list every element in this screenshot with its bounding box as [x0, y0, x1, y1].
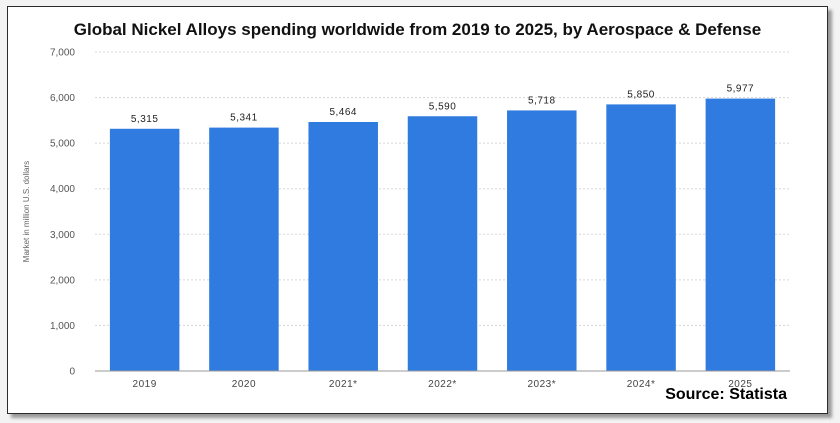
- x-tick-label: 2023*: [527, 379, 556, 390]
- bars: 5,315 5,341 5,464 5,590 5,718 5,850 5,977: [109, 84, 776, 372]
- y-tick-label: 7,000: [50, 48, 75, 59]
- y-tick-label: 4,000: [50, 184, 75, 195]
- source-label: Source: Statista: [665, 386, 787, 403]
- y-tick-label: 3,000: [50, 230, 75, 241]
- bar-value-label: 5,315: [131, 114, 159, 125]
- x-tick-label: 2022*: [428, 379, 457, 390]
- x-tick-label: 2020: [232, 379, 256, 390]
- x-tick-label: 2025: [728, 379, 752, 390]
- y-tick-label: 1,000: [50, 321, 75, 332]
- bar-value-label: 5,850: [627, 89, 655, 100]
- y-tick-label: 5,000: [50, 139, 75, 150]
- chart-title: Global Nickel Alloys spending worldwide …: [73, 20, 762, 39]
- bar: [507, 110, 577, 371]
- x-tick-label: 2021*: [329, 379, 358, 390]
- y-tick-label: 2,000: [50, 275, 75, 286]
- x-tick-label: 2019: [133, 379, 157, 390]
- bar: [109, 128, 180, 371]
- bar: [606, 104, 676, 372]
- bar-value-label: 5,977: [727, 84, 755, 95]
- bar-value-label: 5,718: [528, 95, 556, 106]
- bar-value-label: 5,341: [230, 113, 258, 124]
- chart-frame: Global Nickel Alloys spending worldwide …: [7, 6, 828, 414]
- bar: [407, 116, 478, 372]
- y-axis-label: Market in million U.S. dollars: [22, 161, 31, 262]
- axes: 0 1,000 2,000 3,000 4,000 5,000 6,000 7,000 2019…: [50, 48, 790, 390]
- bar-value-label: 5,590: [429, 101, 457, 112]
- x-tick-label: 2024*: [627, 379, 656, 390]
- y-tick-label: 6,000: [50, 93, 75, 104]
- bar-value-label: 5,464: [329, 107, 357, 118]
- bar-chart: 5,315 5,341 5,464 5,590 5,718 5,850 5,977 0 1,0…: [22, 48, 790, 390]
- bar: [705, 98, 776, 371]
- y-tick-label: 0: [69, 367, 75, 378]
- bar: [308, 121, 378, 371]
- bar: [209, 127, 279, 371]
